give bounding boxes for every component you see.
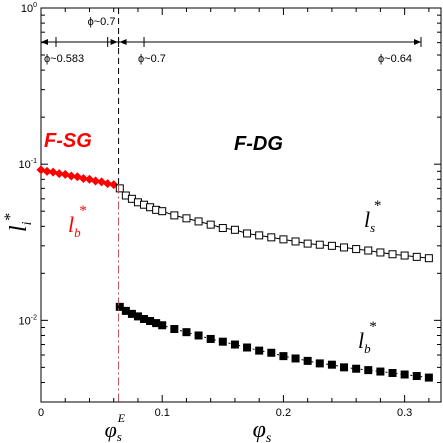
data-point-square-filled bbox=[170, 325, 179, 334]
arrow-head-mid-left bbox=[110, 39, 118, 45]
data-point-square-open bbox=[364, 246, 373, 255]
data-point-square-filled bbox=[376, 367, 385, 376]
data-point-square-open bbox=[352, 245, 361, 254]
data-point-square-filled bbox=[400, 370, 409, 379]
series-line bbox=[119, 188, 429, 259]
data-point-square-filled bbox=[364, 366, 373, 375]
y-tick-label: 10-2 bbox=[19, 314, 38, 327]
data-point-square-open bbox=[206, 220, 215, 229]
data-point-square-filled bbox=[267, 348, 276, 357]
region-label-f-sg: F-SG bbox=[44, 130, 92, 152]
data-point-square-open bbox=[327, 241, 336, 250]
data-point-square-open bbox=[291, 237, 300, 246]
data-point-square-open bbox=[303, 239, 312, 248]
data-point-square-open bbox=[243, 229, 252, 238]
region-label-f-dg: F-DG bbox=[234, 133, 283, 155]
series-0: lb* bbox=[36, 165, 119, 240]
data-point-square-open bbox=[388, 250, 397, 259]
series-2: lb* bbox=[115, 302, 433, 382]
data-point-square-filled bbox=[146, 317, 155, 326]
data-point-square-open bbox=[170, 211, 179, 220]
data-point-square-filled bbox=[388, 369, 397, 378]
arrow-head-left bbox=[41, 39, 48, 45]
annotations-layer: φsE ϕ~0.7 ϕ~0.583 ϕ~0.7 ϕ~0.64 F-SG F-DG bbox=[41, 8, 422, 443]
series-label: lb* bbox=[358, 319, 377, 356]
series-label: lb* bbox=[68, 203, 87, 240]
data-point-square-open bbox=[158, 207, 167, 216]
data-point-square-filled bbox=[218, 337, 227, 346]
x-axis-label: φs bbox=[253, 417, 272, 443]
x-tick-label: 0.2 bbox=[276, 407, 291, 419]
data-point-square-filled bbox=[115, 302, 124, 311]
data-point-square-filled bbox=[182, 328, 191, 337]
data-point-square-filled bbox=[158, 321, 167, 330]
data-point-square-open bbox=[255, 231, 264, 240]
top-annotation-upper: ϕ~0.7 bbox=[88, 16, 116, 28]
data-point-diamond bbox=[103, 179, 113, 189]
data-point-square-filled bbox=[315, 359, 324, 368]
data-point-square-filled bbox=[230, 340, 239, 349]
data-point-square-filled bbox=[291, 354, 300, 363]
data-point-diamond bbox=[54, 169, 64, 179]
arrow-head-mid-right bbox=[119, 39, 127, 45]
data-point-square-filled bbox=[152, 319, 161, 328]
data-point-square-filled bbox=[303, 356, 312, 365]
arrow-head-right bbox=[414, 39, 421, 45]
data-point-square-filled bbox=[140, 314, 149, 323]
data-point-square-open bbox=[340, 243, 349, 252]
plot-frame bbox=[40, 7, 442, 403]
data-point-square-filled bbox=[255, 346, 264, 355]
data-point-square-filled bbox=[194, 331, 203, 340]
data-point-square-filled bbox=[121, 306, 130, 315]
y-tick-label: 10-1 bbox=[19, 158, 38, 171]
data-point-square-open bbox=[376, 248, 385, 257]
data-point-square-filled bbox=[327, 360, 336, 369]
data-point-diamond bbox=[66, 171, 76, 181]
data-point-square-open bbox=[267, 233, 276, 242]
data-point-square-open bbox=[230, 225, 239, 234]
series-line bbox=[119, 306, 429, 379]
marks-layer: lb* ls* lb* bbox=[36, 165, 433, 382]
data-point-square-open bbox=[194, 217, 203, 226]
x-tick-label: 0.3 bbox=[397, 407, 412, 419]
data-point-square-open bbox=[400, 251, 409, 260]
data-point-square-filled bbox=[424, 373, 433, 382]
data-point-diamond bbox=[42, 166, 52, 176]
series-1: ls* bbox=[115, 184, 433, 263]
data-point-diamond bbox=[48, 167, 58, 177]
data-point-square-open bbox=[424, 254, 433, 263]
phi-e-label: φsE bbox=[105, 411, 126, 443]
data-point-square-filled bbox=[412, 372, 421, 381]
top-annotation-lower: ϕ~0.583 bbox=[44, 53, 84, 65]
data-point-diamond bbox=[78, 173, 88, 183]
data-point-square-filled bbox=[340, 363, 349, 372]
data-point-square-filled bbox=[127, 309, 136, 318]
data-point-square-open bbox=[218, 224, 227, 233]
data-point-square-filled bbox=[352, 364, 361, 373]
x-tick-label: 0.1 bbox=[155, 407, 170, 419]
top-annotation-lower: ϕ~0.64 bbox=[378, 53, 412, 65]
y-tick-label: 100 bbox=[21, 2, 37, 15]
x-tick-label: 0 bbox=[38, 407, 44, 419]
data-point-square-filled bbox=[133, 312, 142, 321]
data-point-square-filled bbox=[279, 352, 288, 361]
data-point-square-filled bbox=[206, 334, 215, 343]
data-point-square-open bbox=[315, 240, 324, 249]
data-point-square-filled bbox=[243, 343, 252, 352]
data-point-diamond bbox=[91, 176, 101, 186]
data-point-diamond bbox=[36, 165, 46, 175]
data-point-square-open bbox=[279, 235, 288, 244]
data-point-square-open bbox=[182, 214, 191, 223]
data-point-square-open bbox=[115, 184, 124, 193]
y-axis-label: li* bbox=[2, 213, 35, 232]
top-annotation-lower: ϕ~0.7 bbox=[138, 53, 166, 65]
data-point-square-open bbox=[412, 252, 421, 261]
series-label: ls* bbox=[364, 198, 381, 235]
